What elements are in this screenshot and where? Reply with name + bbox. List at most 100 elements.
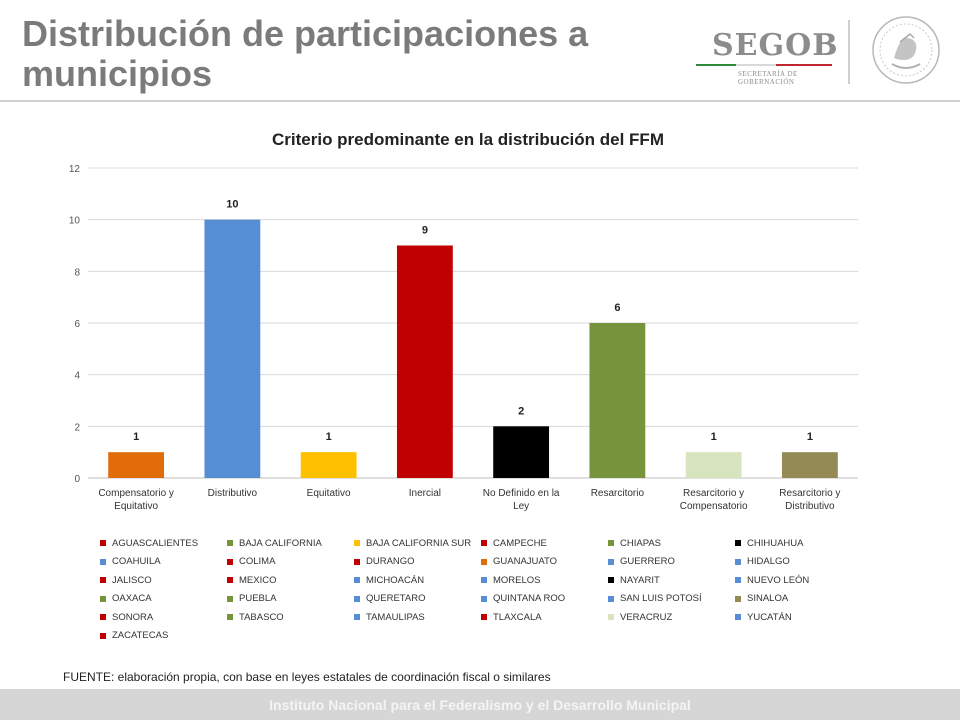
legend-item: PUEBLA [227,591,277,607]
category-label: Distributivo [785,501,835,512]
footer-text: Instituto Nacional para el Federalismo y… [269,697,691,713]
legend-item: HIDALGO [735,554,790,570]
legend-swatch [608,558,614,565]
legend-item: YUCATÁN [735,609,792,625]
legend-label: ZACATECAS [112,630,169,641]
legend-swatch [735,595,741,602]
logo-bar-red [776,64,832,66]
logo-bar-green [696,64,736,66]
legend-label: CHIAPAS [620,537,662,549]
category-label: Equitativo [114,501,158,512]
legend-swatch [481,595,487,602]
data-label: 1 [807,431,813,443]
legend-swatch [608,540,614,546]
legend-item: AGUASCALIENTES [100,535,198,551]
legend-item: VERACRUZ [608,609,672,625]
bar [108,452,165,478]
logo-subtitle-line2: GOBERNACIÓN [738,78,795,86]
legend-item: QUERETARO [354,591,425,607]
legend-item: JALISCO [100,572,152,588]
legend-item: GUERRERO [608,554,675,570]
legend-item: BAJA CALIFORNIA SUR [354,535,471,551]
legend-label: HIDALGO [747,556,790,567]
chart-title: Criterio predominante en la distribución… [272,130,664,149]
legend-item: COAHUILA [100,554,161,570]
legend-swatch [100,540,106,546]
legend-swatch [227,614,233,620]
legend-swatch [227,595,233,602]
legend-item: CHIAPAS [608,535,661,551]
header-rule [0,100,960,102]
bar [493,426,550,478]
mexico-coat-of-arms-seal-icon [872,16,940,84]
data-label: 6 [614,302,620,314]
legend-swatch [100,577,106,583]
y-tick-label: 2 [74,422,80,433]
bar [685,452,742,478]
bar [300,452,357,478]
legend-label: NUEVO LEÓN [747,574,810,586]
legend-swatch [354,614,360,620]
legend-swatch [354,540,360,546]
legend-label: QUERETARO [366,593,426,604]
bar [396,245,453,478]
segob-logo: SEGOB SECRETARÍA DE GOBERNACIÓN [696,28,848,98]
data-label: 1 [326,431,332,443]
legend-item: CAMPECHE [481,535,547,551]
legend-label: TAMAULIPAS [366,611,425,623]
legend-swatch [227,540,233,546]
legend-item: NAYARIT [608,572,660,588]
legend-label: BAJA CALIFORNIA SUR [366,537,472,549]
legend-item: QUINTANA ROO [481,591,565,607]
data-label: 10 [226,199,238,211]
category-label: Inercial [409,488,441,499]
legend-label: NAYARIT [620,574,660,586]
legend-label: AGUASCALIENTES [112,537,199,549]
segob-logo-text: SEGOB [712,28,839,63]
legend-item: DURANGO [354,554,415,570]
legend-item: COLIMA [227,554,275,570]
legend-swatch [227,577,233,583]
legend-swatch [481,558,487,565]
legend-item: NUEVO LEÓN [735,572,809,588]
legend-swatch [354,595,360,602]
legend-label: MICHOACÁN [366,574,425,586]
y-tick-label: 0 [74,474,80,485]
legend-item: SONORA [100,609,153,625]
legend-label: SONORA [112,611,154,623]
legend-item: CHIHUAHUA [735,535,803,551]
bar-chart: Criterio predominante en la distribución… [69,130,858,512]
legend-swatch [608,577,614,583]
legend-label: OAXACA [112,593,152,604]
category-label: Compensatorio [680,501,748,512]
legend-swatch [481,540,487,546]
legend-swatch [735,558,741,565]
legend-label: VERACRUZ [620,611,673,623]
legend-swatch [481,577,487,583]
legend-swatch [354,577,360,583]
legend-swatch [227,558,233,565]
y-tick-label: 10 [69,216,81,227]
legend-swatch [735,540,741,546]
legend-item: OAXACA [100,591,152,607]
legend-label: DURANGO [366,556,415,567]
legend-label: CHIHUAHUA [747,537,804,549]
data-label: 1 [133,431,139,443]
page-title: Distribución de participaciones a munici… [22,13,589,94]
legend-swatch [100,558,106,565]
bar [589,323,646,478]
category-label: No Definido en la [483,488,560,499]
legend-item: GUANAJUATO [481,554,557,570]
legend-swatch [735,614,741,620]
category-label: Compensatorio y [98,488,174,499]
legend-item: MEXICO [227,572,276,588]
category-label: Equitativo [307,488,351,499]
legend-item: MORELOS [481,572,541,588]
legend-swatch [100,595,106,602]
legend-label: TLAXCALA [493,611,542,623]
category-label: Distributivo [208,488,258,499]
logo-bar-white [736,64,776,66]
header-divider [848,20,850,84]
legend-item: MICHOACÁN [354,572,424,588]
legend-item: TAMAULIPAS [354,609,425,625]
